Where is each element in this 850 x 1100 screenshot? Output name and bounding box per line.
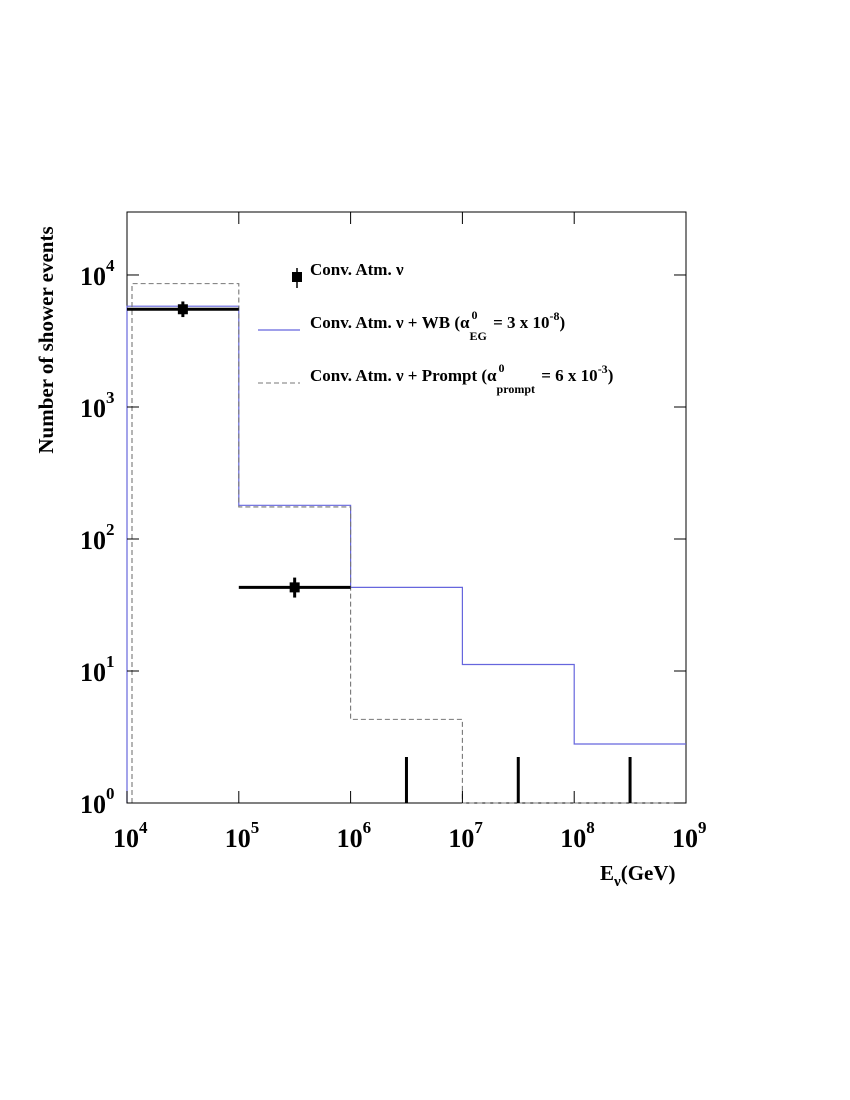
x-tick-label: 105 xyxy=(225,818,259,853)
x-tick-label: 107 xyxy=(448,818,483,853)
plot-frame xyxy=(126,211,687,804)
y-tick-label: 103 xyxy=(80,388,115,423)
x-tick-label: 109 xyxy=(672,818,707,853)
plot-border xyxy=(126,211,687,804)
x-axis-title: Eν(GeV) xyxy=(600,861,676,890)
y-tick-label: 104 xyxy=(80,256,115,291)
legend: Conv. Atm. ν Conv. Atm. ν + WB (α 0 EG = 3 … xyxy=(258,260,613,396)
legend-marker-point xyxy=(292,272,302,282)
y-tick-label: 100 xyxy=(80,784,115,819)
x-tick-label: 104 xyxy=(113,818,148,853)
axes: 104 105 106 107 108 109 100 101 102 103 104 Eν(GeV)… xyxy=(34,212,707,890)
legend-entry-label: Conv. Atm. ν xyxy=(310,260,404,279)
legend-entry-label: Conv. Atm. ν + Prompt (α 0 prompt = 6 x 10… xyxy=(310,361,613,396)
y-axis-title: Number of shower events xyxy=(34,226,58,453)
y-tick-label: 101 xyxy=(80,652,115,687)
x-tick-label: 108 xyxy=(560,818,595,853)
data-point-marker xyxy=(177,304,188,315)
y-tick-label: 102 xyxy=(80,520,115,555)
x-tick-label: 106 xyxy=(337,818,372,853)
data-series xyxy=(126,283,686,804)
legend-entry-label: Conv. Atm. ν + WB (α 0 EG = 3 x 10-8) xyxy=(310,308,565,343)
data-point-marker xyxy=(289,582,300,593)
